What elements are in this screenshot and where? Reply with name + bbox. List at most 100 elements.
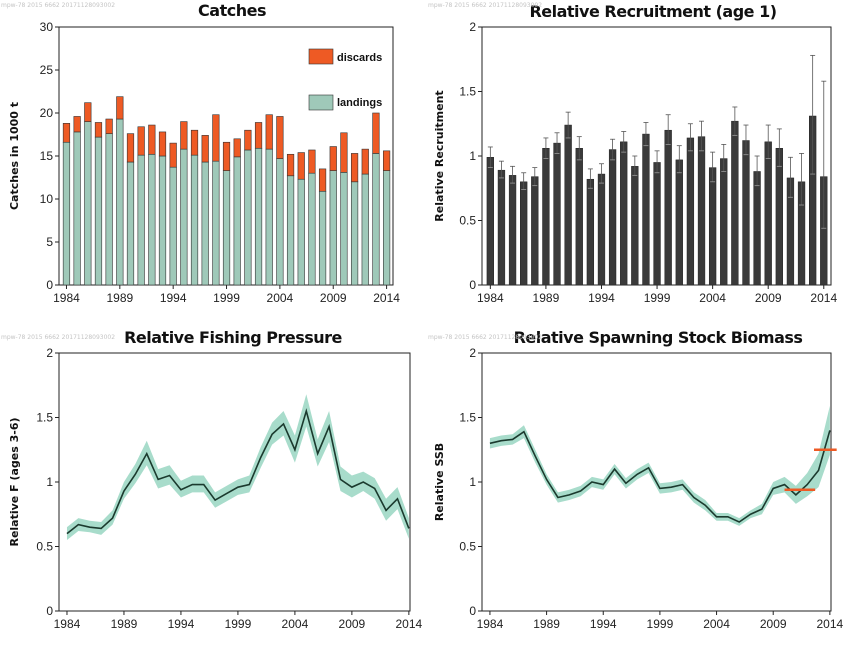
landings-bar (329, 170, 337, 286)
y-tick-label: 20 (40, 106, 54, 120)
recruitment-bar (542, 148, 550, 286)
x-tick-label: 1984 (54, 617, 81, 631)
fishing-panel: mpw-78 2015 6662 20171128093002 Relative… (0, 325, 425, 650)
recruitment-bar (597, 173, 606, 286)
recruitment-bar (764, 141, 772, 286)
chart-title: Relative Recruitment (age 1) (529, 2, 776, 21)
legend-landings-label: landings (337, 97, 382, 109)
discards-bar (62, 123, 71, 143)
discards-bar (329, 146, 337, 171)
discards-bar (318, 168, 327, 192)
discards-bar (169, 142, 177, 168)
recruitment-bar (520, 181, 528, 286)
recruitment-bar (642, 133, 650, 286)
chart-title: Relative Fishing Pressure (124, 328, 342, 347)
landings-bar (148, 153, 156, 286)
y-tick-label: 1.5 (36, 411, 53, 425)
chart-title: Catches (198, 1, 266, 20)
recruitment-bar (564, 124, 572, 286)
landings-bar (372, 153, 380, 286)
x-tick-label: 1999 (647, 617, 674, 631)
landings-bar (105, 133, 113, 286)
y-tick-label: 15 (40, 149, 54, 163)
x-tick-label: 1984 (477, 617, 504, 631)
landings-bar (201, 161, 209, 286)
landings-bar (254, 147, 263, 286)
recruitment-bar (653, 162, 661, 286)
discards-bar (222, 141, 231, 171)
estimate-line (489, 430, 831, 523)
x-tick-label: 1989 (111, 617, 138, 631)
landings-bar (382, 170, 391, 286)
y-axis-label: Relative Recruitment (433, 90, 446, 221)
catches-panel: mpw-78 2015 6662 20171128093002 Catches C… (0, 0, 425, 325)
landings-bar (265, 148, 273, 286)
x-tick-label: 1999 (644, 291, 671, 305)
recruitment-bar (731, 120, 739, 286)
recruitment-bar (608, 149, 617, 286)
legend-landings-swatch (308, 94, 334, 111)
landings-bar (84, 121, 92, 286)
y-tick-label: 30 (40, 20, 54, 34)
recruitment-bar (531, 176, 539, 286)
discards-bar (233, 138, 241, 158)
recruitment-bar (486, 157, 494, 286)
y-axis-label: Relative SSB (433, 443, 446, 521)
chart-title: Relative Spawning Stock Biomass (514, 328, 803, 347)
watermark-fishing: mpw-78 2015 6662 20171128093002 (1, 334, 116, 341)
legend-discards-label: discards (337, 52, 382, 64)
discards-bar (105, 118, 113, 134)
discards-bar (116, 96, 124, 120)
confidence-band (66, 394, 409, 541)
recruitment-bar (664, 129, 672, 286)
ssb-chart: Relative Spawning Stock Biomass Relative … (433, 328, 844, 631)
discards-bar (212, 114, 220, 162)
recruitment-bar (742, 140, 750, 286)
recruitment-bar (508, 175, 517, 286)
recruitment-bar (586, 178, 595, 286)
landings-bar (62, 141, 71, 286)
y-tick-label: 1 (469, 149, 476, 163)
discards-bar (308, 149, 316, 174)
discards-bar (286, 153, 295, 177)
recruitment-panel: mpw-78 2015 6662 20171128093002 Relative… (425, 0, 850, 325)
y-tick-label: 1.5 (459, 85, 476, 99)
discards-bar (244, 129, 252, 151)
landings-bar (308, 172, 316, 286)
landings-bar (276, 158, 284, 286)
x-tick-label: 1984 (53, 291, 80, 305)
recruitment-bar (720, 158, 728, 286)
landings-bar (350, 181, 359, 286)
x-tick-label: 2014 (810, 291, 837, 305)
y-tick-label: 0 (46, 604, 53, 618)
x-tick-label: 1984 (477, 291, 504, 305)
y-axis-label: Relative F (ages 3-6) (8, 417, 21, 546)
discards-bar (265, 114, 273, 150)
watermark-catches: mpw-78 2015 6662 20171128093002 (1, 2, 116, 9)
y-tick-label: 2 (469, 20, 476, 34)
x-tick-label: 2009 (755, 291, 782, 305)
discards-bar (297, 152, 305, 180)
x-tick-label: 2014 (373, 291, 400, 305)
recruitment-bar (620, 141, 628, 286)
x-tick-label: 2004 (699, 291, 726, 305)
recruitment-bar (575, 148, 583, 286)
recruitment-bar (708, 167, 717, 286)
x-tick-label: 2014 (817, 617, 844, 631)
landings-bar (126, 161, 135, 286)
catches-chart: Catches Catches in 1000 t 0 5 10 15 20 25 30 1984… (8, 1, 400, 305)
landings-bar (361, 173, 369, 286)
landings-bar (233, 156, 241, 286)
landings-bar (222, 170, 231, 286)
y-tick-label: 1 (469, 475, 476, 489)
fishing-chart: Relative Fishing Pressure Relative F (age… (8, 328, 423, 631)
y-tick-label: 2 (46, 346, 53, 360)
discards-bar (190, 129, 199, 156)
y-tick-label: 1 (46, 475, 53, 489)
discards-bar (180, 121, 188, 150)
discards-bar (276, 116, 284, 159)
x-tick-label: 2004 (282, 617, 309, 631)
recruitment-bar (675, 159, 683, 286)
discards-bar (126, 133, 135, 163)
discards-bar (340, 132, 348, 173)
